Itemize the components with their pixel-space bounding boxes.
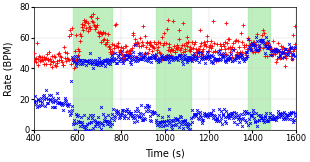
Bar xyxy=(248,7,270,130)
Y-axis label: Rate (BPM): Rate (BPM) xyxy=(3,41,13,96)
X-axis label: Time (s): Time (s) xyxy=(145,149,185,159)
Bar xyxy=(156,7,191,130)
Bar xyxy=(73,7,113,130)
